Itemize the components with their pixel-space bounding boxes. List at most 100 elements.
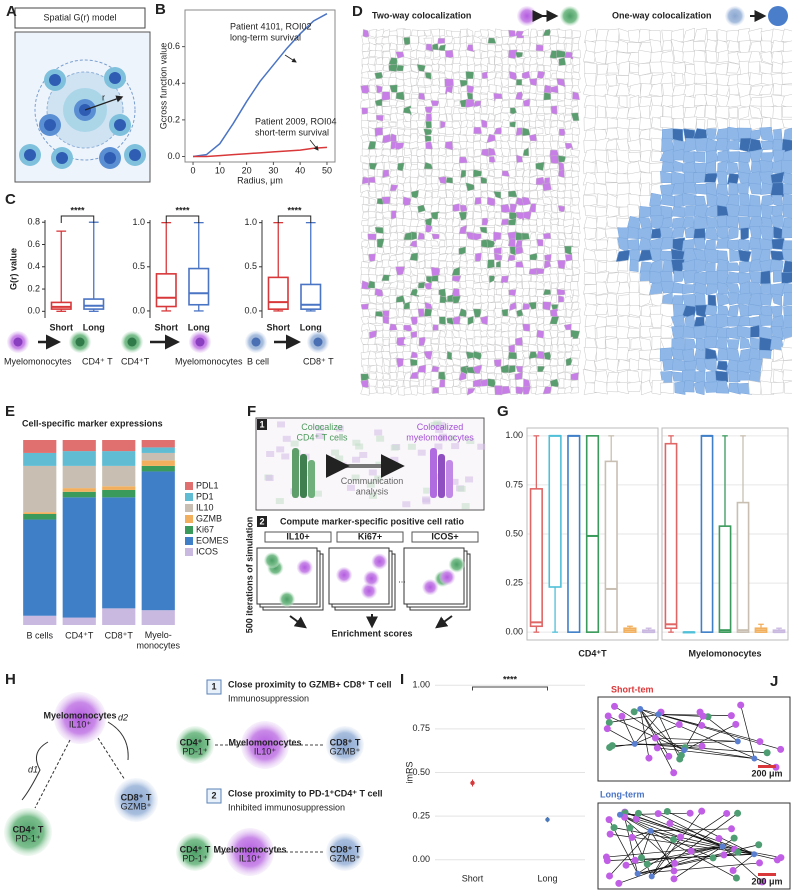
significance-bracket: [60, 215, 95, 223]
tissue-cell: [501, 308, 509, 317]
tissue-cell: [784, 380, 792, 394]
tissue-cell: [759, 293, 773, 306]
tissue-cell: [542, 386, 553, 395]
nucleus: [13, 337, 23, 347]
cell: [448, 556, 465, 573]
nucleus: [195, 337, 205, 347]
cell-marker: GZMB⁺: [330, 853, 361, 863]
tissue-cell: [390, 225, 399, 235]
tissue-cell: [529, 287, 537, 298]
tissue-cell: [628, 305, 642, 318]
tissue-cell: [659, 382, 675, 395]
hub: [655, 711, 662, 718]
edge: [658, 714, 681, 760]
tissue-cell: [572, 91, 580, 101]
tissue-cell: [728, 84, 740, 96]
box: [529, 488, 543, 628]
faint-cell: [477, 443, 486, 450]
tissue-cell: [717, 29, 729, 42]
tissue-cell: [564, 107, 572, 115]
tissue-cell: [715, 105, 730, 119]
y-tick-label: 0.75: [505, 479, 523, 489]
item-number: 2: [211, 790, 216, 800]
cylinder: [300, 454, 307, 498]
tissue-cell: [361, 127, 369, 135]
tissue-cell: [570, 162, 580, 172]
model-title: Spatial G(r) model: [43, 12, 116, 22]
box: [300, 283, 322, 310]
tissue-cell: [522, 85, 531, 93]
tissue-cell: [726, 139, 740, 151]
significance: ****: [175, 205, 190, 215]
faint-cell: [433, 420, 442, 427]
edge: [634, 711, 662, 745]
tissue-cell: [480, 98, 488, 107]
tissue-cell: [782, 260, 792, 274]
faint-cell: [422, 496, 431, 503]
edge: [754, 853, 778, 861]
tissue-cell: [417, 105, 427, 115]
tissue-cell: [423, 37, 433, 46]
tissue-cell: [542, 182, 552, 192]
tissue-cell: [361, 204, 370, 213]
tissue-cell: [500, 315, 511, 324]
node: [727, 712, 735, 720]
y-tick-label: 1.00: [505, 430, 523, 440]
y-tick-label: 1.0: [244, 217, 257, 227]
tissue-cell: [661, 128, 674, 142]
tissue-cell: [627, 151, 641, 162]
tissue-cell: [573, 289, 580, 297]
tissue-cell: [583, 258, 597, 275]
tissue-cell: [430, 127, 440, 136]
y-tick-label: 0.6: [27, 239, 40, 249]
tissue-cell: [550, 385, 560, 395]
nucleus: [251, 337, 261, 347]
arrow: [435, 615, 453, 629]
tissue-cell: [626, 42, 641, 53]
faint-cell: [282, 435, 291, 442]
tissue-cell: [716, 149, 730, 164]
box: [604, 460, 618, 633]
node: [671, 859, 679, 867]
tissue-cell: [360, 386, 370, 396]
tissue-cell: [783, 217, 792, 228]
tissue-cell: [522, 295, 530, 304]
tissue-cell: [432, 302, 440, 310]
y-tick-label: 1.0: [132, 217, 145, 227]
tissue-cell: [570, 323, 580, 332]
tissue-cell: [500, 77, 510, 88]
tissue-cell: [495, 36, 504, 46]
tissue-cell: [430, 315, 441, 326]
myelomonocyte: [241, 721, 289, 769]
tissue-cell: [726, 40, 740, 53]
faint-cell: [450, 478, 459, 485]
tissue-cell: [479, 281, 489, 290]
tissue-cell: [740, 227, 749, 242]
chart-title: Cell-specific marker expressions: [22, 418, 163, 428]
tissue-cell: [402, 365, 413, 373]
x-tick-label: Long: [300, 322, 322, 332]
tissue-cell: [606, 358, 619, 374]
tissue-cell: [528, 343, 538, 352]
tissue-cell: [543, 281, 552, 291]
tissue-cell: [682, 193, 697, 206]
tissue-cell: [760, 72, 774, 87]
tissue-cell: [606, 84, 620, 98]
cell-label: Myelomonocytes: [4, 356, 72, 366]
zone: [34, 59, 136, 161]
tissue-cell: [705, 270, 719, 285]
marker-label: Ki67+: [358, 531, 382, 541]
tissue-cell: [549, 175, 559, 185]
node: [666, 819, 674, 827]
tissue-cell: [584, 325, 596, 340]
x-tick-label: Short: [462, 873, 484, 883]
node: [603, 725, 611, 733]
tissue-cell: [651, 336, 662, 351]
tissue-cell: [431, 329, 441, 340]
tissue-cell: [629, 249, 640, 262]
faint-cell: [374, 429, 383, 436]
tissue-cell: [410, 275, 418, 284]
tissue-cell: [749, 259, 762, 272]
tissue-cell: [760, 95, 775, 110]
cell-nucleus: [56, 152, 68, 164]
